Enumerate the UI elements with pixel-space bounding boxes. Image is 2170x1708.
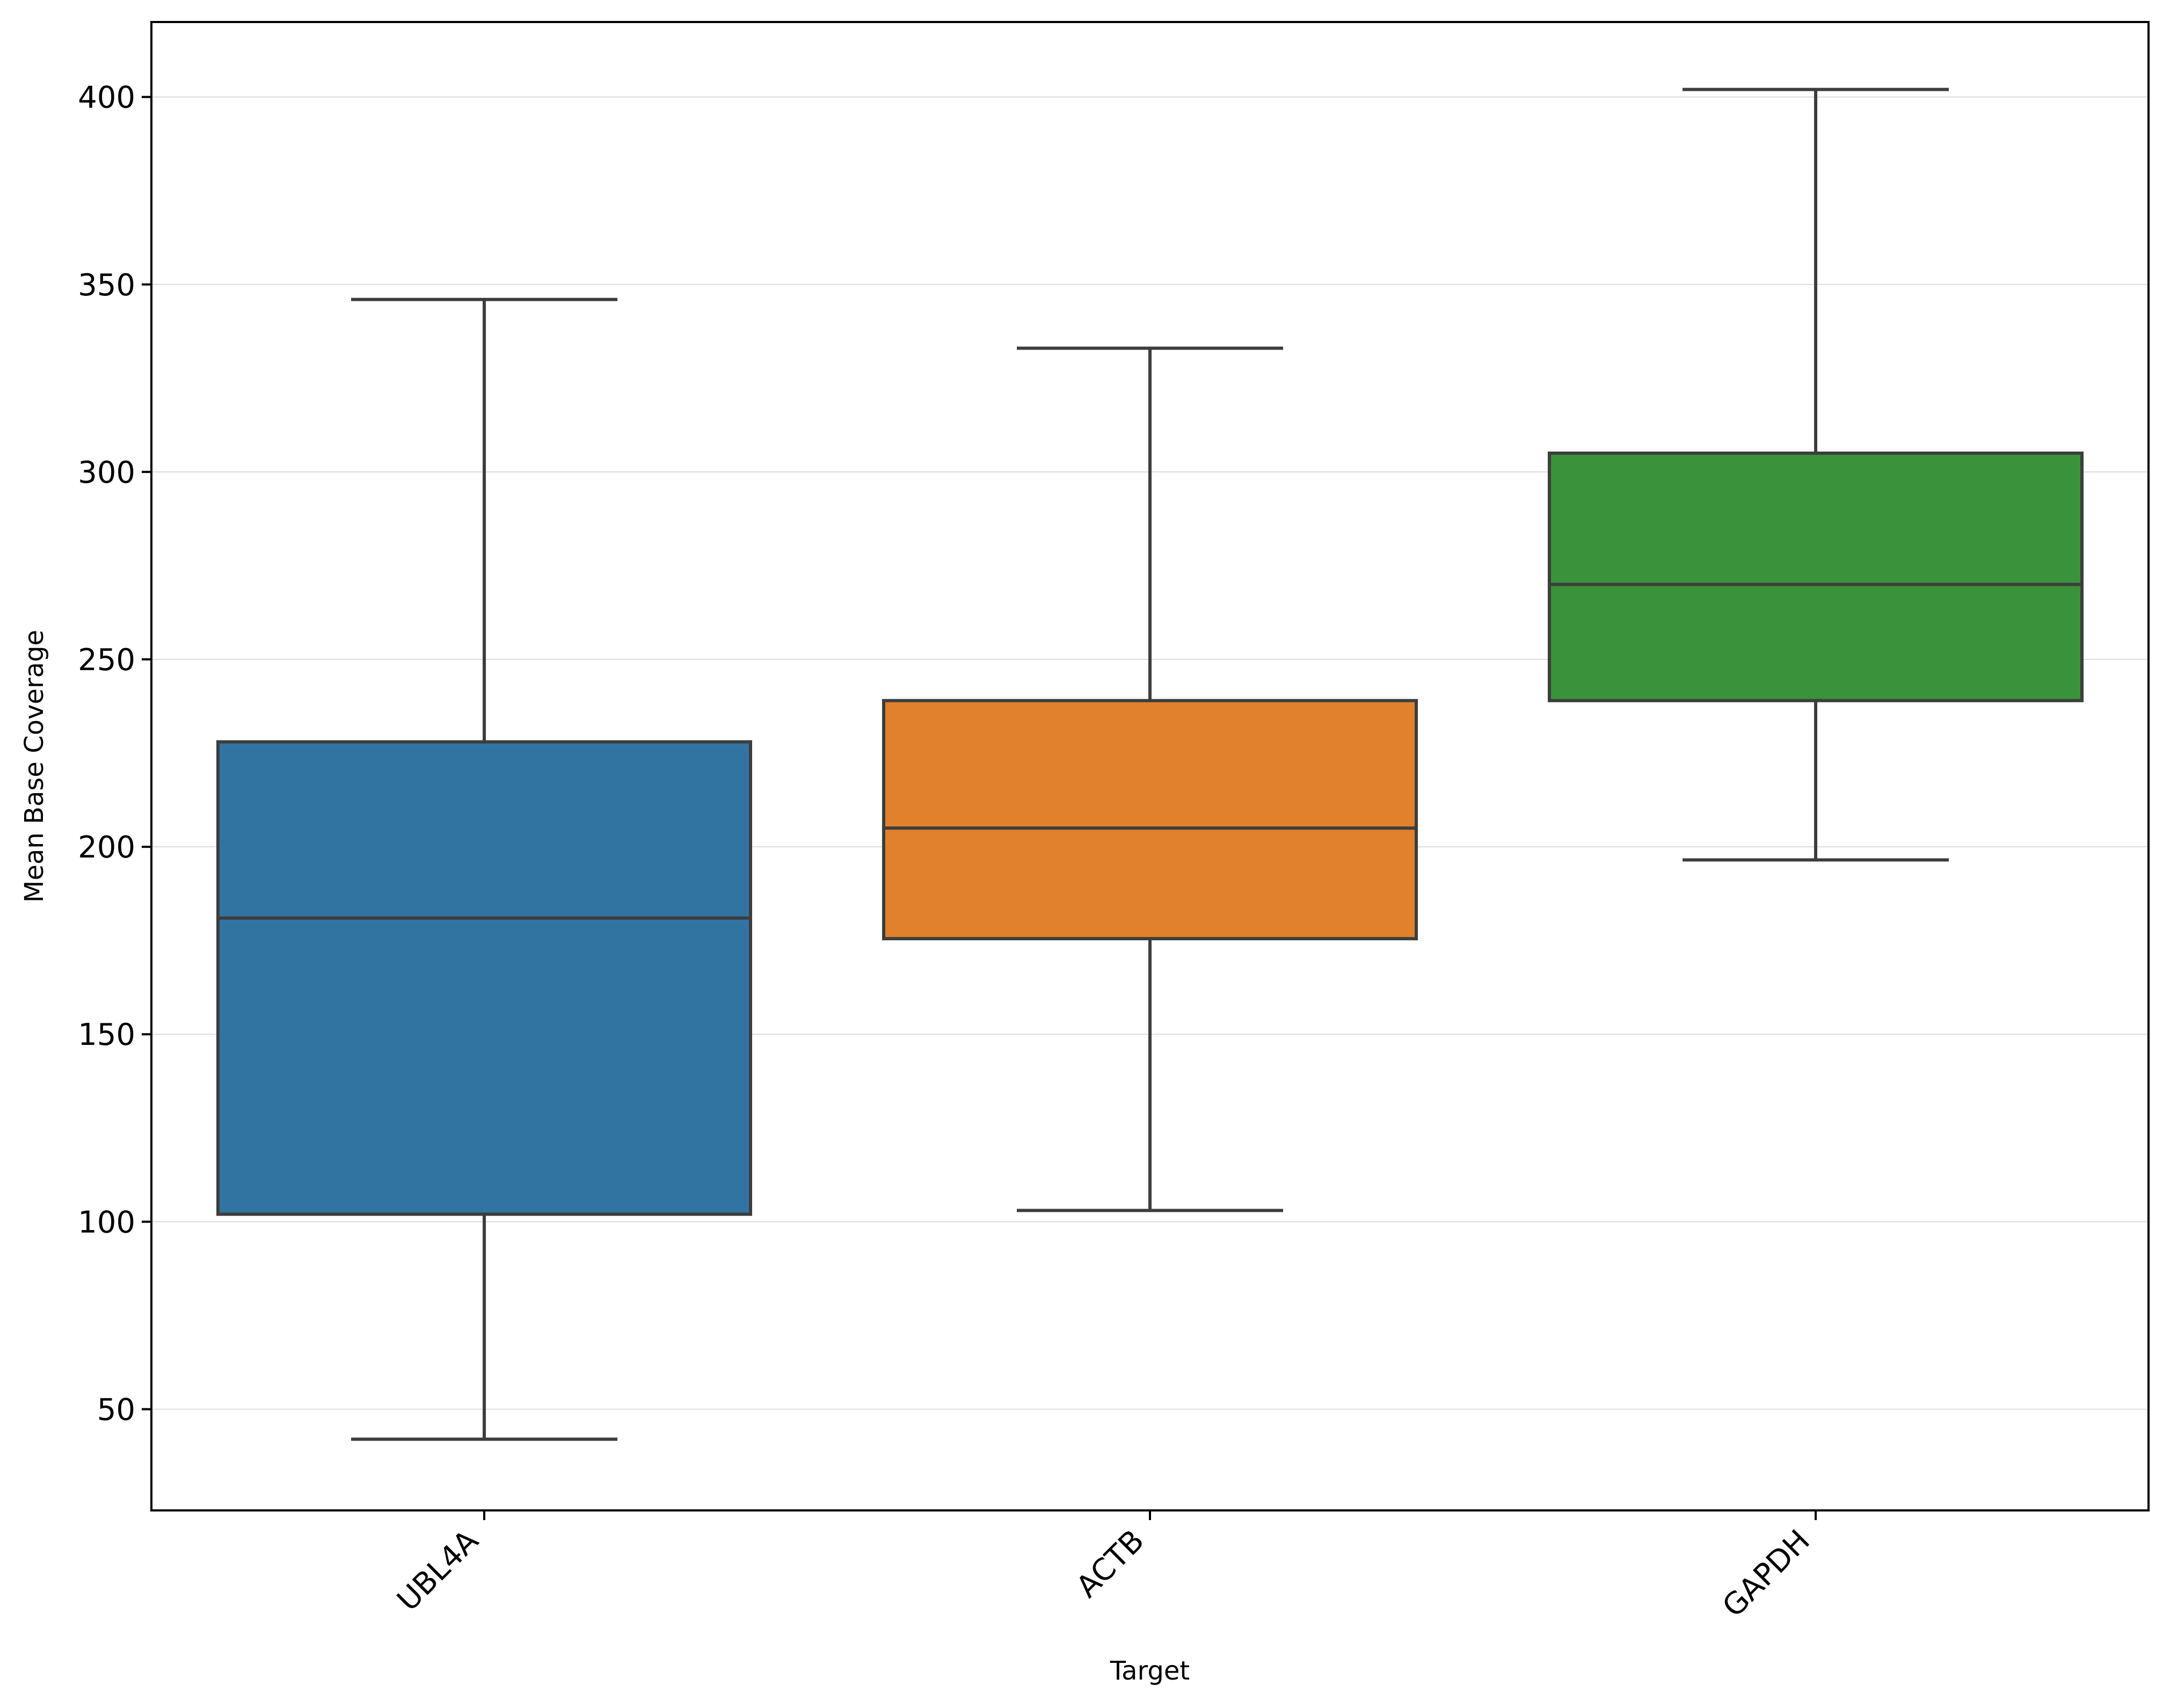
iqr-box [882,699,1418,941]
iqr-box [216,740,752,1216]
boxes [216,88,2084,1441]
x-tick-label: UBL4A [390,1523,485,1618]
x-tick-label: ACTB [1070,1523,1151,1604]
y-tick-label: 350 [78,268,135,303]
y-axis: 50 100 150 200 250 300 350 400 [78,81,151,1427]
box-actb [882,346,1418,1212]
y-tick-label: 150 [78,1017,135,1052]
y-tick-label: 400 [78,81,135,115]
y-tick-label: 50 [97,1392,135,1427]
y-tick-label: 250 [78,643,135,678]
box-gapdh [1548,88,2084,862]
y-axis-title: Mean Base Coverage [19,630,49,903]
x-axis: UBL4A ACTB GAPDH [390,1510,1817,1624]
y-tick-label: 100 [78,1205,135,1240]
y-tick-label: 200 [78,830,135,865]
y-tick-label: 300 [78,455,135,490]
x-tick-label: GAPDH [1716,1523,1817,1624]
box-ubl4a [216,297,752,1441]
x-axis-title: Target [1110,1656,1190,1686]
iqr-box [1548,451,2084,702]
